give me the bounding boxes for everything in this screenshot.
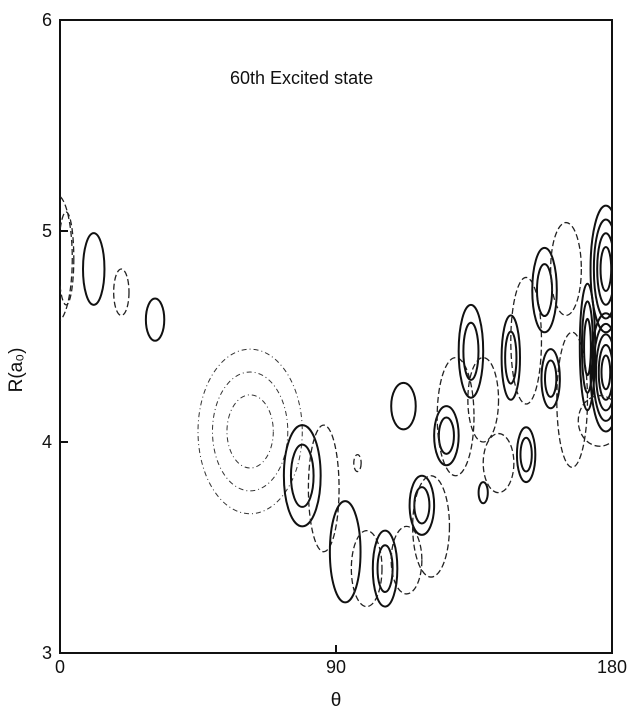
contour-solid-21-level-1 [519,436,533,473]
contour-solid-29-level-1 [592,322,612,422]
contour-dashed-18-level-0 [467,356,500,443]
contour-solid-27-level-1 [580,300,595,394]
contour-solid-8-level-0 [328,500,362,604]
contour-dashed-30-level-0 [577,394,612,447]
contour-dashed-1-level-0 [60,211,75,306]
contour-solid-4-level-0 [144,297,166,342]
contour-solid-12-level-0 [390,381,417,431]
y-axis-title: R(a₀) [6,348,27,393]
contour-dashed-25-level-0 [550,221,582,317]
contour-solid-15-level-0 [433,405,460,467]
contour-dashed-7-level-0 [307,424,340,553]
y-tick-label: 5 [42,221,52,241]
contour-dashed-3-level-0 [113,268,130,317]
contour-solid-31-level-0 [477,481,489,505]
contour-solid-15-level-1 [437,416,455,455]
contour-solid-28-level-3 [599,245,612,292]
contour-solid-24-level-1 [544,359,558,398]
contour-dashed-19-level-0 [482,432,515,494]
contour-dashed-26-level-0 [556,331,589,468]
contour-solid-10-level-1 [376,544,394,593]
contour-solid-20-level-0 [500,314,521,401]
contour-solid-13-level-0 [408,474,436,536]
contour-solid-24-level-0 [540,348,561,410]
contour-solid-17-level-1 [462,321,480,381]
contour-dashed-32-level-0 [353,454,362,473]
contour-solid-2-level-0 [82,232,106,306]
contour-dashdot-5-level-1 [211,371,289,492]
contour-solid-27-level-2 [583,317,592,377]
contour-solid-28-level-0 [589,204,612,334]
y-tick-label: 3 [42,643,52,663]
contour-dashed-9-level-0 [350,529,383,608]
contour-lobes [60,195,612,608]
contour-solid-28-level-1 [592,218,612,320]
contour-dashdot-5-level-0 [197,348,303,515]
x-tick-label: 90 [326,657,346,677]
contour-solid-29-level-2 [595,333,612,412]
contour-solid-28-level-2 [596,232,612,306]
contour-solid-6-level-0 [282,424,322,528]
x-tick-label: 0 [55,657,65,677]
contour-solid-23-level-0 [531,246,558,334]
contour-solid-6-level-1 [289,443,315,508]
contour-solid-21-level-0 [515,426,537,484]
contour-dashed-16-level-0 [436,356,475,477]
contour-dashed-22-level-0 [510,276,543,405]
axis-ticks: 0 90 180 3 4 5 6 [42,10,627,677]
contour-solid-29-level-0 [589,312,612,433]
contour-dashdot-5-level-2 [226,394,274,469]
contour-dashed-14-level-0 [412,475,451,578]
contour-solid-10-level-0 [371,529,399,608]
contour-dashed-11-level-0 [390,525,423,595]
y-tick-label: 4 [42,432,52,452]
state-annotation: 60th Excited state [230,68,373,88]
plot-frame [59,19,613,654]
x-axis-title: θ [331,690,342,711]
y-tick-label: 6 [42,10,52,30]
x-tick-label: 180 [597,657,627,677]
contour-solid-29-level-3 [597,343,612,401]
contour-dashed-0-level-0 [60,195,73,322]
contour-solid-17-level-0 [457,303,485,399]
contour-solid-29-level-4 [600,354,612,391]
